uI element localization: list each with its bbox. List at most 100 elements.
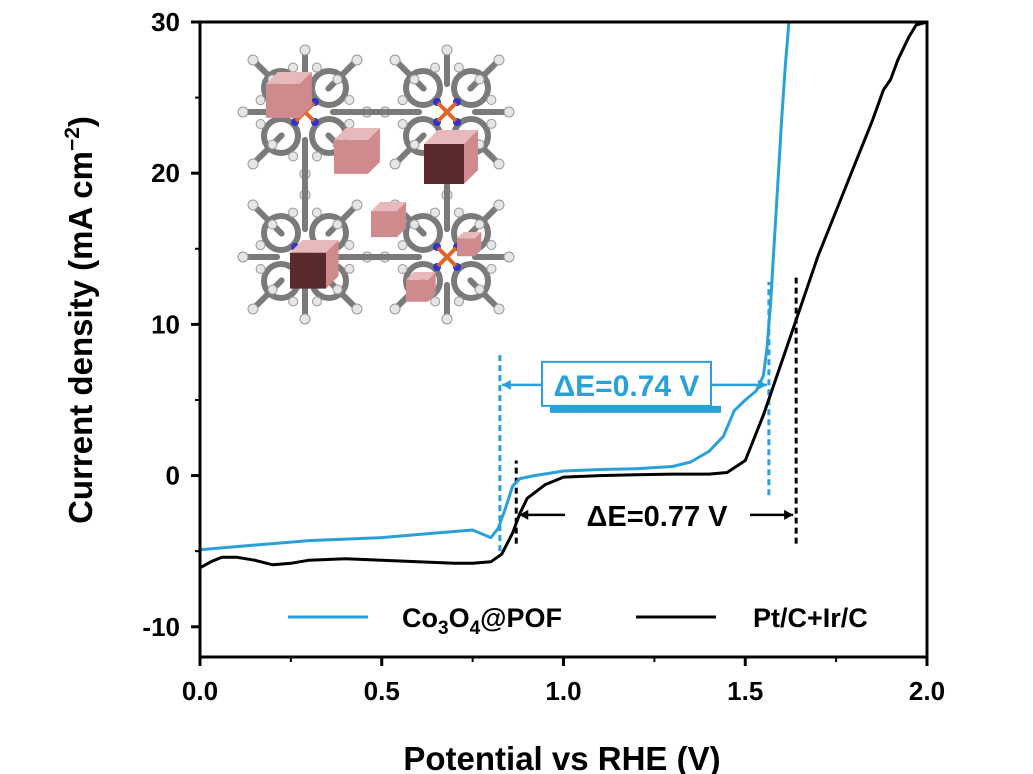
pyrrole-ring [451, 68, 491, 108]
hydrogen-atom [389, 54, 401, 66]
carbon-bond [325, 57, 360, 92]
hydrogen-atom [389, 303, 401, 315]
hydrogen-atom [237, 251, 249, 263]
pyrrole-ring [403, 68, 443, 108]
hydrogen-atom [255, 240, 266, 251]
arrow-head [784, 509, 794, 520]
hydrogen-atom [441, 44, 453, 56]
hydrogen-atom [247, 303, 259, 315]
hydrogen-atom [503, 106, 515, 118]
hydrogen-atom [344, 118, 355, 129]
hydrogen-atom [453, 207, 464, 218]
cube-face-side [397, 202, 407, 238]
hydrogen-atom [474, 74, 485, 85]
hydrogen-atom [503, 251, 515, 263]
hydrogen-atom [267, 219, 278, 230]
annotation-box-shadow [550, 405, 721, 413]
series-group [199, 20, 928, 570]
arrow-head [519, 509, 529, 520]
y-axis-title-main: Current density (mA cm [62, 151, 99, 524]
hydrogen-atom [397, 95, 408, 106]
porphyrin-unit [379, 44, 515, 180]
cube-face-top [371, 202, 407, 212]
hydrogen-atom [332, 74, 343, 85]
cube-face-front [406, 279, 428, 302]
hydrogen-atom [311, 151, 322, 162]
hydrogen-atom [247, 54, 259, 66]
hydrogen-atom [389, 158, 401, 170]
x-tick-label: 1.0 [545, 676, 581, 706]
series-line [199, 20, 928, 570]
pyrrole-ring [309, 68, 349, 108]
hydrogen-atom [299, 313, 311, 325]
y-tick-label: 20 [151, 158, 180, 188]
hydrogen-atom [430, 62, 441, 73]
cube-face-top [266, 72, 312, 84]
x-tick-labels: 0.0 0.5 1.0 1.5 2.0 [182, 676, 945, 706]
hydrogen-atom [453, 296, 464, 307]
y-tick-label: 10 [151, 309, 180, 339]
hydrogen-atom [474, 284, 485, 295]
carbon-bond [325, 277, 360, 312]
x-tick-label: 2.0 [909, 676, 945, 706]
hydrogen-atom [486, 240, 497, 251]
y-axis-title: Current density (mA cm−2) [61, 116, 99, 524]
hydrogen-atom [288, 296, 299, 307]
hydrogen-atom [332, 284, 343, 295]
cube-face-front [371, 211, 397, 238]
hydrogen-atom [267, 284, 278, 295]
hydrogen-atom [397, 118, 408, 129]
axis-ticks [191, 20, 929, 666]
y-tick-labels: -10 0 10 20 30 [142, 7, 180, 642]
carbon-bond [325, 202, 360, 237]
carbon-bond [392, 57, 427, 92]
pyrrole-ring [403, 213, 443, 253]
hydrogen-atom [237, 106, 249, 118]
cube-face-side [475, 232, 482, 257]
hydrogen-atom [288, 207, 299, 218]
hydrogen-atom [430, 207, 441, 218]
cube-face-side [428, 272, 436, 302]
arrow-head [757, 379, 767, 390]
carbon-bond [467, 277, 502, 312]
cube-face-side [300, 72, 312, 118]
pyrrole-ring [451, 261, 491, 301]
hydrogen-atom [351, 199, 363, 211]
hydrogen-atom [474, 219, 485, 230]
co3o4-cube [371, 202, 407, 238]
hydrogen-atom [247, 158, 259, 170]
x-tick-label: 1.5 [727, 676, 763, 706]
carbon-bond [250, 202, 285, 237]
hydrogen-atom [255, 263, 266, 274]
hydrogen-atom [397, 240, 408, 251]
cube-face-front [290, 252, 326, 289]
hydrogen-atom [299, 44, 311, 56]
cobalt-bond [436, 101, 458, 123]
cube-face-top [334, 128, 380, 140]
carbon-bond [250, 277, 285, 312]
hydrogen-atom [311, 207, 322, 218]
cube-face-front [424, 144, 464, 184]
cube-face-top [457, 232, 482, 239]
series-line [199, 21, 791, 552]
legend-label-pt-ir: Pt/C+Ir/C [753, 603, 868, 633]
hydrogen-atom [332, 219, 343, 230]
annotation-box-blue [541, 360, 712, 407]
hydrogen-atom [311, 62, 322, 73]
co3o4-cube [266, 72, 312, 118]
hydrogen-atom [288, 62, 299, 73]
hydrogen-atom [311, 296, 322, 307]
hydrogen-atom [255, 95, 266, 106]
hydrogen-atom [255, 118, 266, 129]
hydrogen-atom [486, 118, 497, 129]
hydrogen-atom [493, 303, 505, 315]
y-tick-label: 30 [151, 7, 180, 37]
hydrogen-atom [486, 95, 497, 106]
hydrogen-atom [351, 303, 363, 315]
carbon-bond [467, 202, 502, 237]
hydrogen-atom [493, 158, 505, 170]
co3o4-cube [406, 272, 436, 302]
cube-face-side [368, 128, 380, 174]
cube-face-front [457, 238, 475, 257]
